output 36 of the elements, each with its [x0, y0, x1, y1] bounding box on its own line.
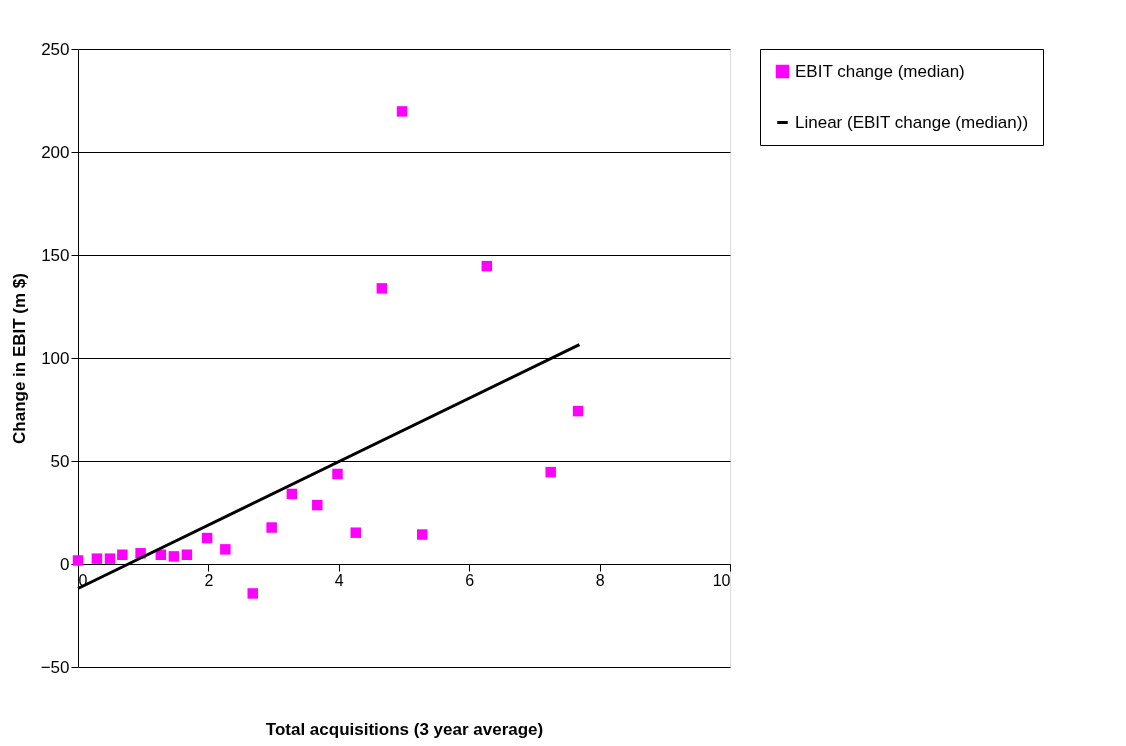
point	[201, 532, 213, 544]
y-tick-label: 200	[41, 142, 70, 162]
x-tick-label: 8	[595, 571, 605, 589]
y-tick-label: 50	[50, 451, 70, 471]
point	[247, 588, 258, 599]
point	[168, 551, 180, 562]
point	[572, 405, 584, 417]
x-tick-label: 6	[465, 571, 475, 589]
point	[481, 260, 493, 272]
x-tick-label: 2	[204, 571, 214, 589]
point	[181, 549, 193, 560]
y-tick-label: 250	[41, 39, 70, 59]
point	[350, 527, 361, 538]
y-tick-label: 0	[60, 554, 70, 574]
point	[396, 106, 408, 117]
point	[266, 522, 277, 533]
point	[332, 468, 343, 480]
point	[417, 529, 428, 540]
y-tick-label: 150	[41, 245, 70, 265]
point	[104, 553, 116, 564]
point	[91, 553, 103, 564]
point	[72, 555, 84, 566]
y-axis-title: Change in EBIT (m $)	[9, 273, 29, 444]
x-axis-title: Total acquisitions (3 year average)	[265, 719, 544, 739]
point	[117, 549, 128, 560]
point	[545, 466, 556, 478]
point	[312, 499, 323, 511]
x-tick-label: 10	[712, 571, 731, 589]
x-tick-label: 4	[334, 571, 344, 589]
point	[286, 488, 298, 500]
point	[376, 283, 388, 294]
point	[220, 544, 231, 555]
y-tick-label: −50	[40, 657, 70, 677]
legend-label: EBIT change (median)	[795, 61, 965, 81]
y-tick-label: 100	[41, 348, 70, 368]
legend-label: Linear (EBIT change (median))	[795, 112, 1029, 132]
